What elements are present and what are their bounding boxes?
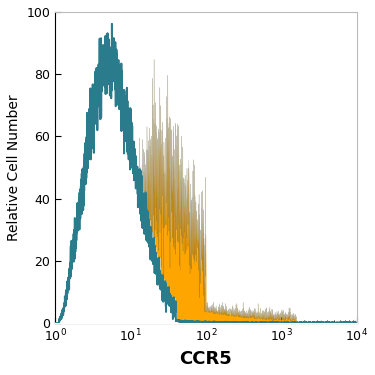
Y-axis label: Relative Cell Number: Relative Cell Number xyxy=(7,94,21,241)
X-axis label: CCR5: CCR5 xyxy=(180,350,232,368)
